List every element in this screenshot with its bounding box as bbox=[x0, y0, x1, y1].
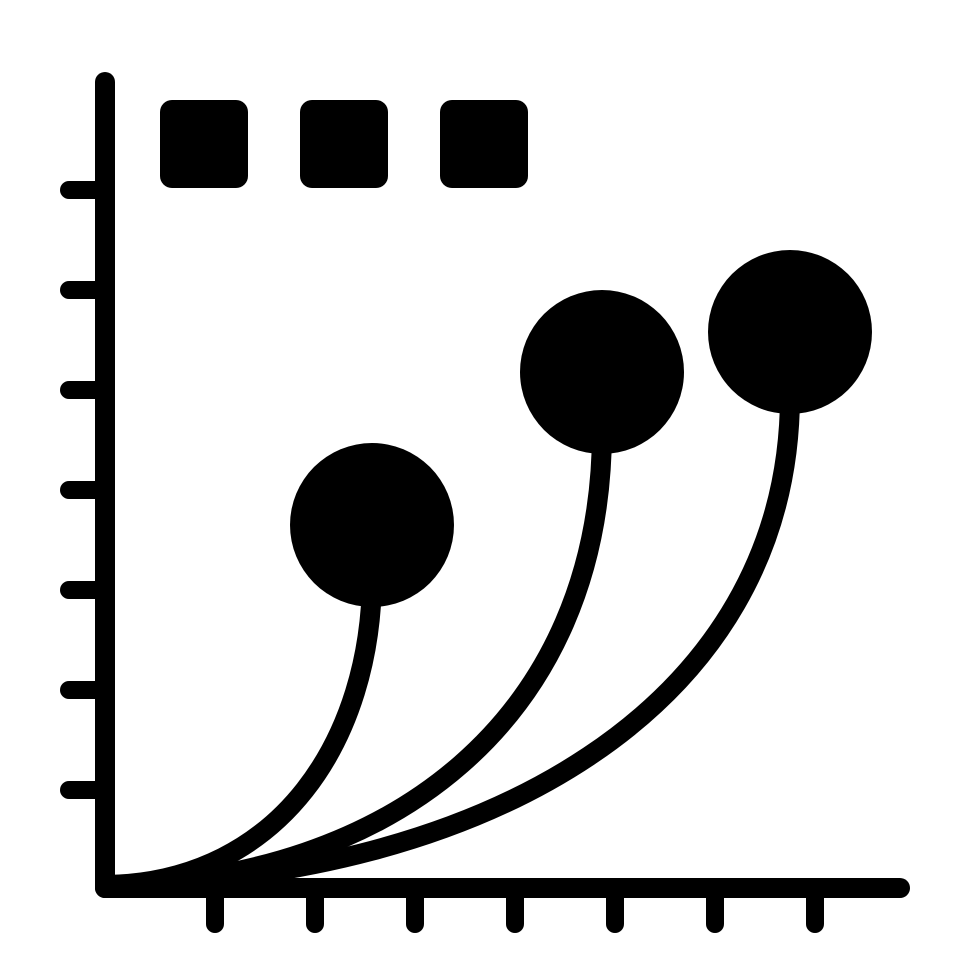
data-point-circle bbox=[290, 443, 454, 607]
data-point-circle bbox=[520, 290, 684, 454]
data-point-circle bbox=[708, 250, 872, 414]
legend-square bbox=[440, 100, 528, 188]
legend-square bbox=[300, 100, 388, 188]
growth-chart-icon bbox=[0, 0, 980, 980]
legend-square bbox=[160, 100, 248, 188]
